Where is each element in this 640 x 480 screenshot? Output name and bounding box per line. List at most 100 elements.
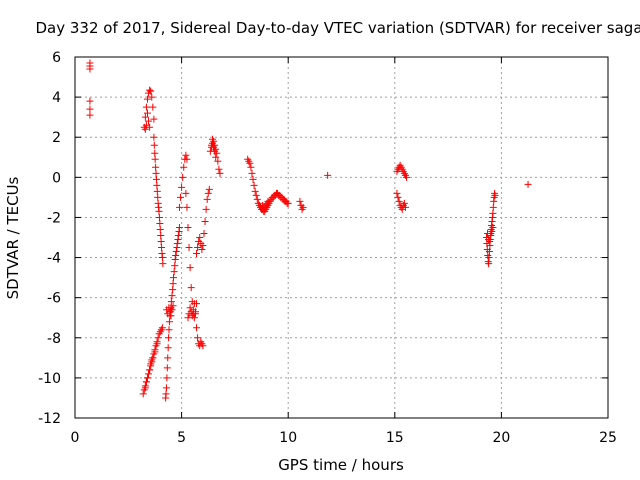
- data-point: [156, 219, 164, 227]
- data-point: [209, 139, 217, 147]
- data-point: [147, 87, 155, 95]
- data-point: [214, 157, 222, 165]
- data-point: [151, 155, 159, 163]
- data-point: [147, 360, 155, 368]
- y-tick-labels: 6 4 2 0 -2 -4 -6 -8 -10 -12: [38, 50, 61, 427]
- data-point: [189, 306, 197, 314]
- data-point: [203, 195, 211, 203]
- data-point: [193, 324, 201, 332]
- data-point: [202, 205, 210, 213]
- data-point: [169, 286, 177, 294]
- data-point: [246, 159, 254, 167]
- data-point: [488, 227, 496, 235]
- data-point: [152, 175, 160, 183]
- data-point: [151, 149, 159, 157]
- y-tick-label: 2: [52, 130, 61, 146]
- x-tick-label: 25: [599, 430, 617, 446]
- data-point: [153, 181, 161, 189]
- data-point: [183, 155, 191, 163]
- x-tick-label: 20: [492, 430, 510, 446]
- data-point: [182, 189, 190, 197]
- x-tick-label: 15: [386, 430, 404, 446]
- data-point: [177, 193, 185, 201]
- data-point: [403, 173, 411, 181]
- data-point: [163, 374, 171, 382]
- y-tick-label: -2: [47, 210, 61, 226]
- data-point: [141, 125, 149, 133]
- data-point: [150, 115, 158, 123]
- y-axis-label: SDTVAR / TECUs: [4, 176, 22, 299]
- data-point: [180, 163, 188, 171]
- data-point: [173, 240, 181, 248]
- data-point: [143, 374, 151, 382]
- data-point: [141, 113, 149, 121]
- data-point: [205, 185, 213, 193]
- data-point: [153, 187, 161, 195]
- data-point: [150, 133, 158, 141]
- data-point: [394, 193, 402, 201]
- data-point: [167, 298, 175, 306]
- data-point: [165, 326, 173, 334]
- data-point: [169, 302, 177, 310]
- y-tick-label: -4: [47, 251, 61, 267]
- data-point: [146, 123, 154, 131]
- data-point: [150, 141, 158, 149]
- data-point: [299, 203, 307, 211]
- data-point: [216, 169, 224, 177]
- data-point: [296, 197, 304, 205]
- data-point: [485, 254, 493, 262]
- data-point: [86, 105, 94, 113]
- data-point: [167, 312, 175, 320]
- x-tick-label: 10: [279, 430, 297, 446]
- data-point: [164, 354, 172, 362]
- data-point: [164, 344, 172, 352]
- data-point: [187, 284, 195, 292]
- data-point: [165, 334, 173, 342]
- data-point: [152, 169, 160, 177]
- data-point: [143, 109, 151, 117]
- data-point: [489, 209, 497, 217]
- data-point: [157, 238, 165, 246]
- y-tick-label: -10: [38, 371, 61, 387]
- data-point: [252, 191, 260, 199]
- data-point: [139, 390, 147, 398]
- data-point: [168, 292, 176, 300]
- data-point: [198, 246, 206, 254]
- data-points: [86, 59, 532, 402]
- data-point: [149, 103, 157, 111]
- x-tick-labels: 0 5 10 15 20 25: [71, 430, 617, 446]
- data-point: [163, 364, 171, 372]
- data-point: [486, 238, 494, 246]
- x-tick-label: 5: [177, 430, 186, 446]
- data-point: [247, 163, 255, 171]
- data-point: [154, 334, 162, 342]
- data-point: [171, 262, 179, 270]
- data-point: [215, 165, 223, 173]
- data-point: [153, 340, 161, 348]
- data-point: [175, 203, 183, 211]
- data-point: [145, 370, 153, 378]
- data-point: [211, 147, 219, 155]
- x-tick-label: 0: [71, 430, 80, 446]
- y-tick-label: 6: [52, 50, 61, 66]
- data-point: [183, 203, 191, 211]
- y-tick-label: 4: [52, 90, 61, 106]
- data-point: [191, 310, 199, 318]
- axis-ticks: [74, 56, 609, 419]
- data-point: [178, 183, 186, 191]
- data-point: [400, 199, 408, 207]
- data-point: [199, 342, 207, 350]
- data-point: [148, 93, 156, 101]
- x-axis-label: GPS time / hours: [278, 456, 404, 474]
- data-point: [524, 180, 532, 188]
- data-point: [170, 268, 178, 276]
- data-point: [324, 171, 332, 179]
- data-point: [149, 354, 157, 362]
- data-point: [151, 348, 159, 356]
- data-point: [196, 234, 204, 241]
- data-point: [253, 195, 261, 203]
- data-point: [184, 314, 192, 322]
- data-point: [145, 117, 153, 125]
- data-point: [86, 111, 94, 119]
